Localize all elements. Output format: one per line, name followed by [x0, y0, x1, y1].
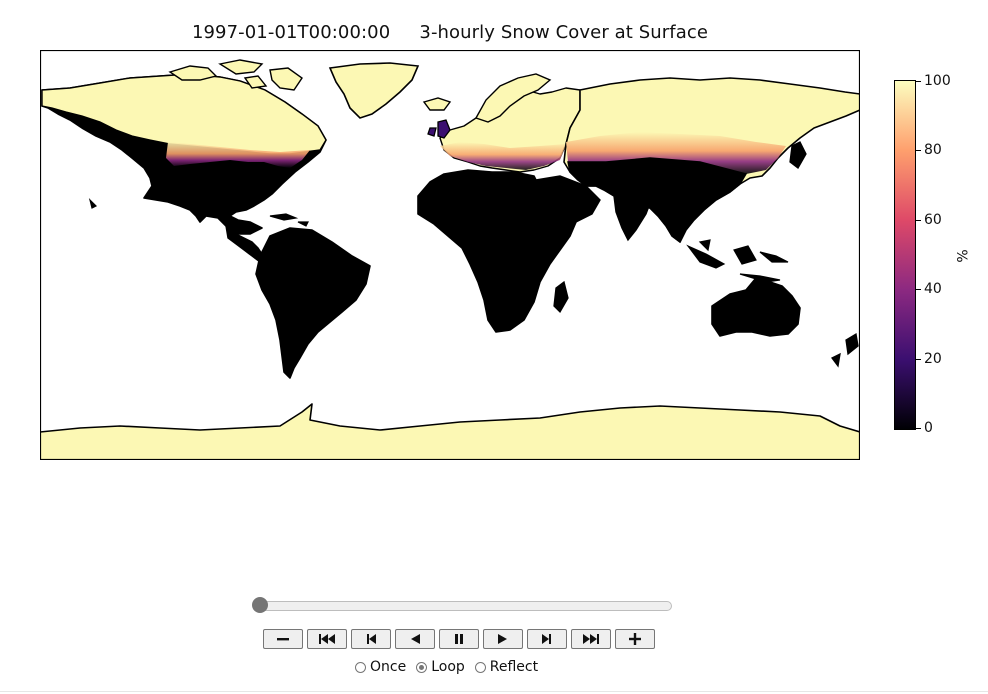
colorbar-unit-label: % — [955, 249, 972, 263]
skip-to-end-icon — [583, 634, 599, 644]
colorbar-tick-label: 100 — [924, 73, 951, 89]
madagascar — [553, 280, 569, 314]
colorbar-tick-label: 60 — [924, 212, 942, 228]
skip-to-start-icon — [319, 634, 335, 644]
play-reverse-button[interactable] — [395, 629, 435, 649]
slider-track[interactable] — [258, 601, 672, 611]
australia — [711, 277, 801, 337]
antarctica — [40, 403, 860, 460]
india — [613, 189, 653, 242]
pause-button[interactable] — [439, 629, 479, 649]
mode-once-label: Once — [370, 659, 407, 675]
minus-icon — [277, 638, 289, 641]
play-reverse-icon — [411, 634, 420, 644]
arctic-islands — [168, 59, 303, 91]
once-radio[interactable] — [355, 661, 366, 673]
step-back-icon — [367, 634, 376, 644]
caribbean-islands — [88, 198, 309, 227]
mode-reflect-label: Reflect — [489, 659, 539, 675]
british-isles — [427, 119, 451, 139]
plot-title: 1997-01-01T00:00:00 3-hourly Snow Cover … — [191, 22, 709, 43]
play-icon — [498, 634, 507, 644]
increase-speed-button[interactable] — [615, 629, 655, 649]
europe-snow-band — [440, 142, 566, 170]
mode-once[interactable]: Once — [355, 659, 406, 675]
colorbar — [894, 80, 916, 430]
step-forward-icon — [542, 634, 551, 644]
colorbar-tick — [916, 289, 921, 290]
asia-snow-band — [566, 132, 786, 174]
world-snow-cover-map — [40, 50, 860, 460]
south-america-land — [255, 227, 371, 379]
colorbar-tick — [916, 428, 921, 429]
mode-loop[interactable]: Loop — [416, 659, 465, 675]
southeast-asia-islands — [686, 239, 789, 283]
first-frame-button[interactable] — [307, 629, 347, 649]
playback-controls — [263, 629, 655, 649]
decrease-speed-button[interactable] — [263, 629, 303, 649]
new-zealand — [831, 332, 859, 368]
loop-mode-selector: Once Loop Reflect — [355, 659, 538, 675]
colorbar-tick — [916, 81, 921, 82]
mode-reflect[interactable]: Reflect — [474, 659, 539, 675]
north-america-snow-band — [166, 142, 310, 168]
reflect-radio[interactable] — [474, 661, 486, 673]
map-frame — [40, 50, 860, 460]
greenland — [328, 62, 420, 119]
play-button[interactable] — [483, 629, 523, 649]
colorbar-tick-label: 20 — [924, 351, 942, 367]
mode-loop-label: Loop — [431, 659, 465, 675]
colorbar-tick — [916, 150, 921, 151]
iceland — [422, 97, 452, 111]
bottom-divider — [0, 691, 988, 692]
slider-thumb[interactable] — [252, 597, 268, 613]
pause-icon — [455, 634, 463, 644]
colorbar-tick-label: 0 — [924, 420, 933, 436]
colorbar-tick — [916, 220, 921, 221]
last-frame-button[interactable] — [571, 629, 611, 649]
previous-frame-button[interactable] — [351, 629, 391, 649]
colorbar-tick — [916, 359, 921, 360]
scandinavia — [474, 73, 552, 123]
africa-land — [417, 169, 577, 333]
next-frame-button[interactable] — [527, 629, 567, 649]
colorbar-tick-label: 40 — [924, 281, 942, 297]
japan — [789, 141, 807, 169]
south-asia-land — [567, 157, 748, 244]
plus-icon — [629, 633, 641, 645]
loop-radio[interactable] — [416, 661, 428, 673]
colorbar-tick-label: 80 — [924, 142, 942, 158]
frame-slider[interactable] — [252, 597, 672, 613]
